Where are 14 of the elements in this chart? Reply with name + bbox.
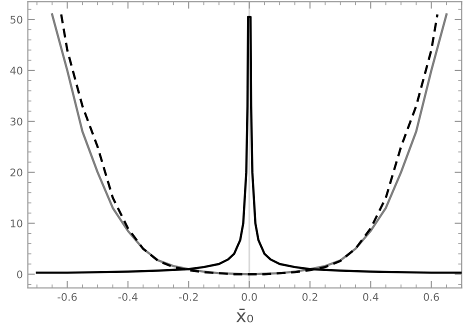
y-tick-label: 30 [10,118,22,126]
y-tick-label: 20 [10,168,22,176]
x-tick-label: 0.6 [424,293,439,301]
x-axis-title: x̄₀ [236,308,254,322]
x-tick-label: 0.2 [302,293,318,301]
x-tick-label: -0.4 [118,293,138,301]
x-tick-label: -0.2 [178,293,198,301]
y-tick-label: 10 [10,219,22,228]
x-tick-label: 0.0 [242,293,257,301]
y-tick-label: 50 [10,16,22,24]
x-tick-label: 0.4 [363,293,378,301]
x-tick-label: -0.6 [58,293,77,301]
y-tick-label: 0 [17,270,22,278]
y-tick-label: 40 [10,66,22,75]
